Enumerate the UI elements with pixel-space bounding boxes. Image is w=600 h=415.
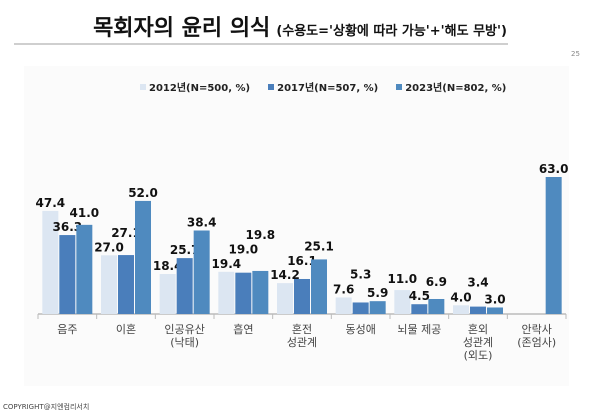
category-label: 혼전 <box>292 323 312 336</box>
legend-item-2017: 2017년(N=507, %) <box>268 79 378 94</box>
category-label: 이혼 <box>116 323 136 336</box>
legend-label: 2023년(N=802, %) <box>405 83 507 94</box>
data-label: 18.4 <box>153 259 183 273</box>
data-label: 7.6 <box>333 282 354 296</box>
bar <box>76 224 93 314</box>
bar <box>394 290 411 314</box>
bar <box>176 258 193 314</box>
data-label: 41.0 <box>70 206 100 220</box>
bar <box>487 307 503 314</box>
category-label: 안락사 <box>521 323 551 336</box>
category-label: (낙태) <box>170 336 199 349</box>
bar <box>193 230 210 314</box>
bar <box>470 306 486 314</box>
category-label: 성관계 <box>463 336 493 349</box>
data-label: 63.0 <box>539 162 569 176</box>
data-label: 25.1 <box>304 239 334 253</box>
legend-label: 2012년(N=500, %) <box>149 83 251 94</box>
legend-label: 2017년(N=507, %) <box>277 83 379 94</box>
legend-swatch <box>268 83 275 90</box>
data-label: 19.4 <box>212 257 242 271</box>
title-divider <box>14 43 508 45</box>
bar <box>101 255 117 314</box>
data-label: 36.3 <box>53 220 83 234</box>
legend-item-2023: 2023년(N=802, %) <box>396 79 506 94</box>
bar <box>159 273 176 314</box>
bar <box>428 298 445 314</box>
category-label: 혼외 <box>468 323 488 336</box>
bar <box>252 270 269 314</box>
data-label: 3.0 <box>484 292 505 306</box>
title-sub: (수용도='상황에 따라 가능'+'해도 무방') <box>276 24 507 39</box>
data-label: 4.0 <box>450 290 471 304</box>
data-label: 11.0 <box>388 272 418 286</box>
data-label: 47.4 <box>36 196 66 210</box>
bar <box>118 255 134 314</box>
chart-legend: 2012년(N=500, %) 2017년(N=507, %) 2023년(N=… <box>140 79 506 94</box>
bar <box>311 259 327 314</box>
data-label: 6.9 <box>426 275 447 289</box>
data-label: 14.2 <box>270 268 300 282</box>
data-label: 27.0 <box>94 240 124 254</box>
data-label: 5.3 <box>350 267 371 281</box>
data-label: 38.4 <box>187 215 217 229</box>
chart-panel <box>24 66 569 386</box>
page-number: 25 <box>571 50 580 58</box>
copyright-footer: COPYRIGHT@지엔컴리서치 <box>3 403 90 411</box>
data-label: 16.1 <box>287 254 317 268</box>
bar <box>135 200 151 314</box>
bar <box>277 283 293 314</box>
bar <box>411 304 428 314</box>
title-main: 목회자의 윤리 의식 <box>93 16 271 41</box>
data-label: 19.8 <box>246 228 276 242</box>
category-label: 흡연 <box>233 322 253 336</box>
category-label: 동성애 <box>345 323 375 336</box>
bar <box>369 301 386 314</box>
data-label: 4.5 <box>409 289 430 303</box>
data-label: 25.7 <box>170 243 200 257</box>
legend-item-2012: 2012년(N=500, %) <box>140 79 250 94</box>
data-label: 52.0 <box>128 186 158 200</box>
category-label: 인공유산 <box>164 323 204 336</box>
data-label: 19.0 <box>229 243 259 257</box>
bar <box>335 297 352 314</box>
category-label: 성관계 <box>287 336 317 349</box>
bar <box>218 271 235 314</box>
bar <box>235 272 252 314</box>
slide-title: 목회자의 윤리 의식 (수용도='상황에 따라 가능'+'해도 무방') <box>0 10 600 42</box>
legend-swatch <box>140 83 146 90</box>
data-label: 3.4 <box>467 276 488 290</box>
bar <box>545 177 562 314</box>
category-label: 뇌물 제공 <box>397 323 441 336</box>
legend-swatch <box>396 83 403 90</box>
category-label: (외도) <box>464 349 493 362</box>
category-label: 음주 <box>57 323 77 336</box>
category-label: (존엄사) <box>517 336 556 349</box>
bar <box>352 302 369 314</box>
data-label: 27.1 <box>111 226 141 240</box>
bar <box>453 305 469 314</box>
data-label: 5.9 <box>367 286 388 300</box>
bar <box>59 235 76 314</box>
bar <box>42 210 59 314</box>
bar <box>294 278 310 314</box>
